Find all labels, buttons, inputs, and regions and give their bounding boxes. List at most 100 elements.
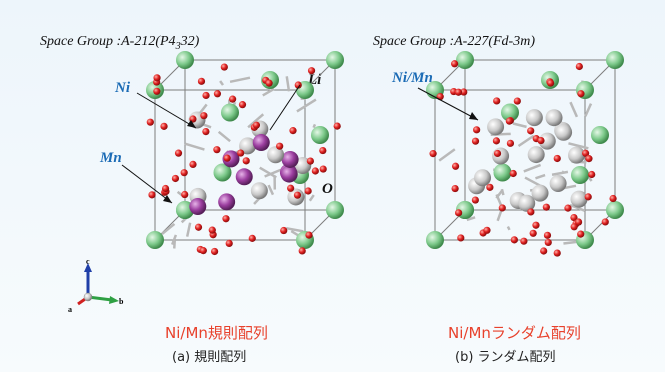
ni-atom xyxy=(239,137,257,155)
arrow-mn xyxy=(121,164,173,204)
o-atom xyxy=(265,79,273,87)
o-atom xyxy=(307,67,316,75)
ni-atom xyxy=(267,146,285,164)
o-atom xyxy=(527,127,535,135)
li-atom xyxy=(221,103,239,122)
o-atom xyxy=(451,162,460,170)
bond xyxy=(308,194,315,202)
o-atom xyxy=(237,149,245,157)
bond xyxy=(512,122,527,129)
o-atom xyxy=(181,190,189,199)
o-atom xyxy=(542,203,550,211)
o-atom xyxy=(213,146,221,154)
li-atom xyxy=(213,163,232,182)
caption-b: (b) ランダム配列 xyxy=(455,350,556,365)
bond xyxy=(517,134,535,148)
o-atom xyxy=(289,127,297,135)
o-atom xyxy=(161,184,170,193)
o-atom xyxy=(506,139,515,147)
bond xyxy=(506,226,511,231)
li-atom xyxy=(456,51,474,69)
o-atom xyxy=(547,79,555,87)
bond xyxy=(569,203,586,212)
li-atom xyxy=(311,126,329,144)
o-atom xyxy=(609,194,617,203)
o-atom xyxy=(319,146,327,155)
o-atom xyxy=(529,229,537,237)
o-atom xyxy=(223,154,231,162)
arrow-ni-head xyxy=(187,120,196,128)
bond xyxy=(312,123,317,129)
o-atom xyxy=(304,187,312,195)
o-atom xyxy=(146,118,154,126)
ni-atom xyxy=(525,109,543,127)
o-atom xyxy=(553,154,561,163)
o-atom xyxy=(202,127,210,136)
o-atom xyxy=(197,77,206,85)
ni-atom xyxy=(527,146,545,164)
o-atom xyxy=(160,122,168,130)
label-o: O xyxy=(322,181,333,197)
o-atom xyxy=(454,88,463,96)
o-atom xyxy=(471,196,479,204)
o-atom xyxy=(429,150,437,158)
axis-b-label: b xyxy=(119,297,124,306)
bond xyxy=(170,234,178,246)
o-atom xyxy=(471,137,480,145)
o-atom xyxy=(305,231,313,239)
o-atom xyxy=(294,81,302,89)
bond xyxy=(285,226,304,233)
li-atom xyxy=(326,51,344,69)
o-atom xyxy=(582,149,590,157)
o-atom xyxy=(532,221,540,229)
space-group-b: Space Group :A-227(Fd-3m) xyxy=(373,34,535,49)
o-atom xyxy=(527,208,535,216)
label-nimn: Ni/Mn xyxy=(392,70,433,86)
ni-atom xyxy=(570,190,588,208)
o-atom xyxy=(194,223,203,231)
li-atom xyxy=(606,201,624,219)
bond xyxy=(551,170,569,176)
bond xyxy=(296,98,317,113)
mn-atom xyxy=(235,168,253,186)
bond xyxy=(500,188,505,196)
arrow-ni xyxy=(136,92,197,129)
o-atom xyxy=(520,237,528,245)
bond xyxy=(184,142,205,151)
ni-atom xyxy=(549,174,567,192)
bond xyxy=(161,222,176,235)
bond xyxy=(569,101,579,118)
ni-atom xyxy=(474,169,492,187)
ni-atom xyxy=(538,132,556,150)
o-atom xyxy=(570,223,578,231)
bond xyxy=(262,87,275,97)
mn-atom xyxy=(189,198,207,216)
o-atom xyxy=(148,191,156,199)
o-atom xyxy=(208,226,216,234)
li-atom xyxy=(501,103,519,122)
o-atom xyxy=(202,91,210,100)
bond xyxy=(185,222,192,237)
o-atom xyxy=(229,95,237,103)
o-atom xyxy=(455,209,463,217)
title-a: Ni/Mn規則配列 xyxy=(165,324,268,342)
o-atom xyxy=(544,238,552,247)
bond xyxy=(523,163,542,173)
arrow-mn-head xyxy=(163,195,172,203)
li-atom xyxy=(591,126,609,144)
o-atom xyxy=(298,247,306,255)
o-atom xyxy=(570,213,578,222)
o-atom xyxy=(287,184,295,192)
o-atom xyxy=(493,149,502,158)
ni-atom xyxy=(555,123,573,141)
o-atom xyxy=(584,193,592,201)
label-mn: Mn xyxy=(100,150,122,166)
o-atom xyxy=(575,62,583,71)
o-atom xyxy=(213,90,222,98)
o-atom xyxy=(306,157,314,165)
o-atom xyxy=(153,87,161,95)
mn-atom xyxy=(218,193,236,211)
space-group-a: Space Group :A-212(P4332) xyxy=(40,34,200,52)
o-atom xyxy=(436,93,444,101)
axis-b-head xyxy=(109,296,119,304)
